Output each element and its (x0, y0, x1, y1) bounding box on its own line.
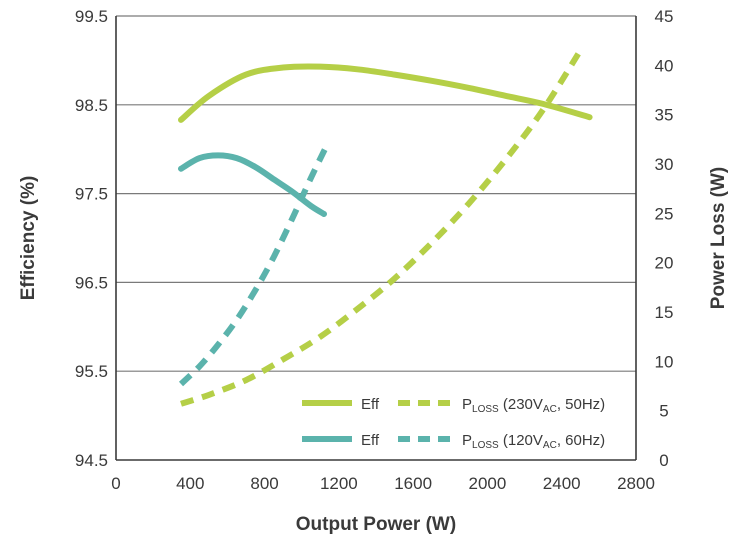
right-tick-label: 15 (655, 303, 674, 322)
right-tick-label: 35 (655, 106, 674, 125)
series-line-1 (178, 152, 327, 217)
x-tick-label: 0 (111, 474, 120, 493)
right-tick-label: 10 (655, 352, 674, 371)
right-tick-label: 25 (655, 204, 674, 223)
legend-label-eff: Eff (361, 396, 380, 413)
left-tick-label: 95.5 (75, 362, 108, 381)
right-tick-label: 5 (659, 402, 668, 421)
left-tick-labels: 94.5 95.5 96.5 97.5 98.5 99.5 (75, 7, 108, 470)
series-line-2 (180, 48, 583, 407)
right-tick-label: 0 (659, 451, 668, 470)
x-tick-label: 1600 (394, 474, 432, 493)
series-line-3 (178, 145, 329, 387)
left-axis-title: Efficiency (%) (18, 176, 39, 301)
series-lines (178, 48, 593, 407)
x-axis-title: Output Power (W) (296, 514, 456, 535)
left-tick-label: 97.5 (75, 185, 108, 204)
legend-label-ploss: PLOSS (120VAC, 60Hz) (462, 432, 605, 451)
right-tick-label: 30 (655, 155, 674, 174)
legend: Eff PLOSS (230VAC, 50Hz) Eff PLOSS (120VAC,… (302, 396, 605, 451)
x-tick-label: 2000 (469, 474, 507, 493)
left-tick-label: 96.5 (75, 273, 108, 292)
right-tick-label: 20 (655, 254, 674, 273)
x-tick-labels: 0 400 800 1200 1600 2000 2400 2800 (111, 474, 655, 493)
right-axis-title: Power Loss (W) (708, 167, 729, 310)
left-tick-label: 94.5 (75, 451, 108, 470)
x-tick-label: 2400 (543, 474, 581, 493)
left-tick-label: 98.5 (75, 96, 108, 115)
left-tick-label: 99.5 (75, 7, 108, 26)
x-tick-label: 1200 (320, 474, 358, 493)
x-tick-label: 2800 (617, 474, 655, 493)
legend-label-eff: Eff (361, 432, 380, 449)
series-line-0 (178, 63, 593, 123)
right-tick-label: 45 (655, 7, 674, 26)
legend-label-ploss: PLOSS (230VAC, 50Hz) (462, 396, 605, 415)
x-tick-label: 800 (250, 474, 278, 493)
right-tick-label: 40 (655, 56, 674, 75)
right-tick-labels: 0 5 10 15 20 25 30 35 40 45 (655, 7, 674, 470)
x-tick-label: 400 (176, 474, 204, 493)
